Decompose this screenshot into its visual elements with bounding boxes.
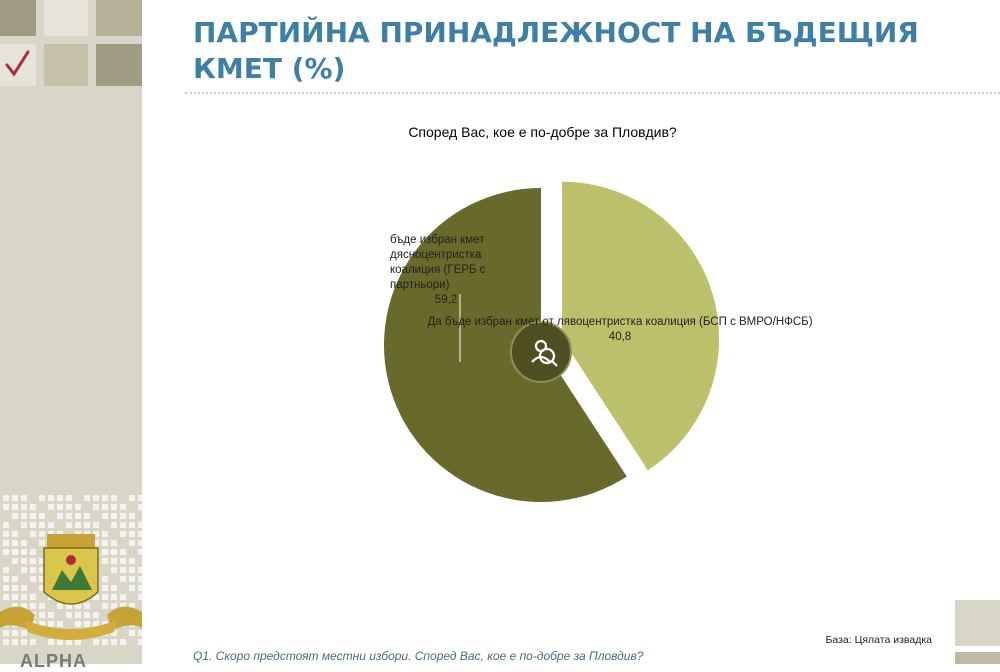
- slice-value-right-coalition: 59,2: [434, 294, 458, 306]
- base-note: База: Цялата извадка: [825, 634, 932, 646]
- pie-slice-left-coalition: [562, 181, 720, 471]
- page-title: ПАРТИЙНА ПРИНАДЛЕЖНОСТ НА БЪДЕЩИЯ КМЕТ (…: [193, 16, 919, 85]
- title-divider: [185, 92, 1000, 94]
- plovdiv-crest-icon: [0, 534, 142, 640]
- checkmark-icon: [5, 50, 30, 77]
- corner-decoration: [955, 600, 1000, 664]
- slice-value-left-coalition: 40,8: [608, 331, 632, 343]
- question-footer: Q1. Скоро предстоят местни избори. Споре…: [193, 649, 644, 663]
- pie-slice-right-coalition: [384, 188, 627, 502]
- slice-label-text-left-coalition: Да бъде избран кмет от лявоцентристка ко…: [427, 316, 813, 328]
- slice-label-left-coalition: Да бъде избран кмет от лявоцентристка ко…: [400, 315, 840, 345]
- chart-title: Според Вас, кое е по-добре за Пловдив?: [408, 124, 677, 140]
- slice-label-right-coalition: бъде избран кмет дясноцентристка коалици…: [380, 233, 512, 308]
- poll-person-icon-glyph: [531, 339, 558, 367]
